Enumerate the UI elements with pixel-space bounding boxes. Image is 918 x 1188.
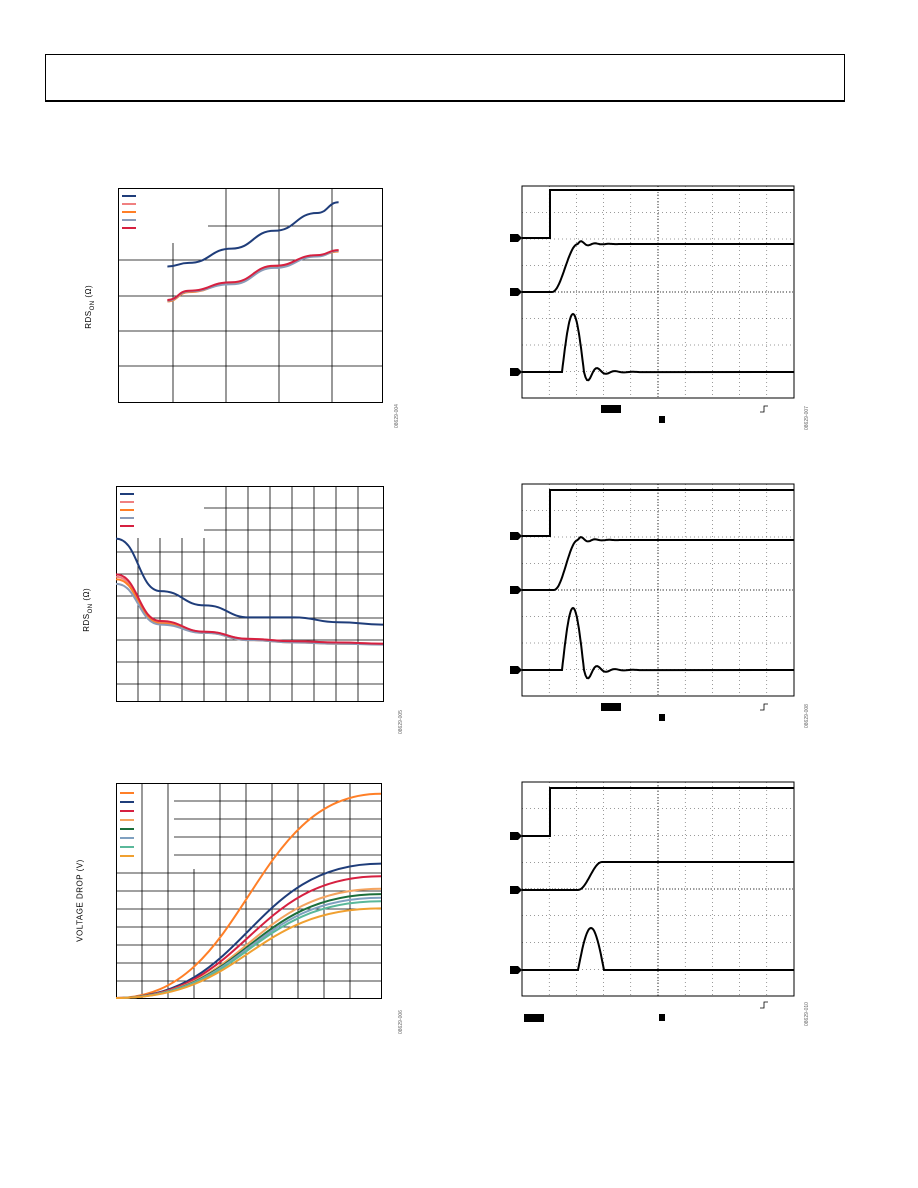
series-line	[115, 896, 382, 999]
scope-trace	[522, 189, 794, 239]
series-line	[115, 537, 384, 626]
plot-frame	[116, 486, 384, 702]
series-line	[115, 792, 382, 999]
figure-id-6: 08629-010	[804, 1002, 810, 1026]
status-block	[601, 703, 621, 711]
trigger-edge-icon	[760, 1001, 768, 1009]
chart-voltage-drop-ylabel: VOLTAGE DROP (V)	[75, 859, 85, 942]
chart-voltage-drop-svg	[115, 783, 382, 999]
status-block	[524, 1014, 544, 1022]
scope-trace	[522, 606, 795, 680]
channel-marker-icon	[510, 234, 522, 242]
chart-rds-top-svg	[118, 188, 383, 403]
channel-marker-icon	[510, 832, 522, 840]
channel-marker-icon	[510, 886, 522, 894]
channel-marker-icon	[510, 288, 522, 296]
series-line	[115, 573, 384, 645]
channel-marker-icon	[510, 666, 522, 674]
series-line	[167, 249, 339, 302]
scope-trace	[522, 926, 794, 971]
series-line	[167, 249, 339, 301]
chart-voltage-drop	[115, 783, 382, 999]
status-block	[659, 1014, 665, 1021]
scope-trace	[522, 240, 794, 293]
scope-capture-2-svg	[510, 483, 795, 721]
chart-rds-mid-ylabel: RDSON (Ω)	[82, 587, 94, 632]
channel-marker-icon	[510, 966, 522, 974]
status-block	[659, 714, 665, 721]
scope-capture-1-svg	[510, 185, 795, 423]
figure-id-5: 08629-008	[804, 704, 810, 728]
status-block	[601, 405, 621, 413]
page-header-box	[45, 54, 845, 102]
scope-trace	[522, 536, 794, 591]
scope-capture-2	[508, 482, 798, 722]
status-block	[659, 416, 665, 423]
series-line	[115, 900, 382, 999]
series-line	[115, 578, 384, 646]
chart-rds-top	[118, 188, 383, 403]
chart-rds-top-ylabel: RDSON (Ω)	[84, 284, 96, 329]
series-line	[167, 201, 339, 268]
scope-trace	[522, 312, 795, 382]
figure-id-4: 08629-007	[804, 406, 810, 430]
channel-marker-icon	[510, 586, 522, 594]
chart-rds-mid	[115, 486, 384, 702]
figure-id-2: 08629-005	[398, 710, 404, 734]
channel-marker-icon	[510, 532, 522, 540]
scope-capture-3-svg	[510, 781, 795, 1022]
trigger-edge-icon	[760, 405, 768, 413]
series-line	[115, 582, 384, 646]
series-line	[115, 862, 382, 999]
channel-marker-icon	[510, 368, 522, 376]
series-line	[115, 893, 382, 999]
plot-frame	[118, 188, 383, 403]
scope-trace	[522, 787, 794, 837]
scope-capture-1	[508, 184, 798, 424]
figure-id-1: 08629-004	[394, 404, 400, 428]
trigger-edge-icon	[760, 703, 768, 711]
series-line	[115, 575, 384, 645]
scope-trace	[522, 861, 794, 891]
chart-rds-mid-svg	[115, 486, 384, 702]
scope-capture-3	[508, 780, 798, 1025]
scope-trace	[522, 489, 794, 537]
series-line	[115, 907, 382, 999]
figure-id-3: 08629-006	[398, 1010, 404, 1034]
